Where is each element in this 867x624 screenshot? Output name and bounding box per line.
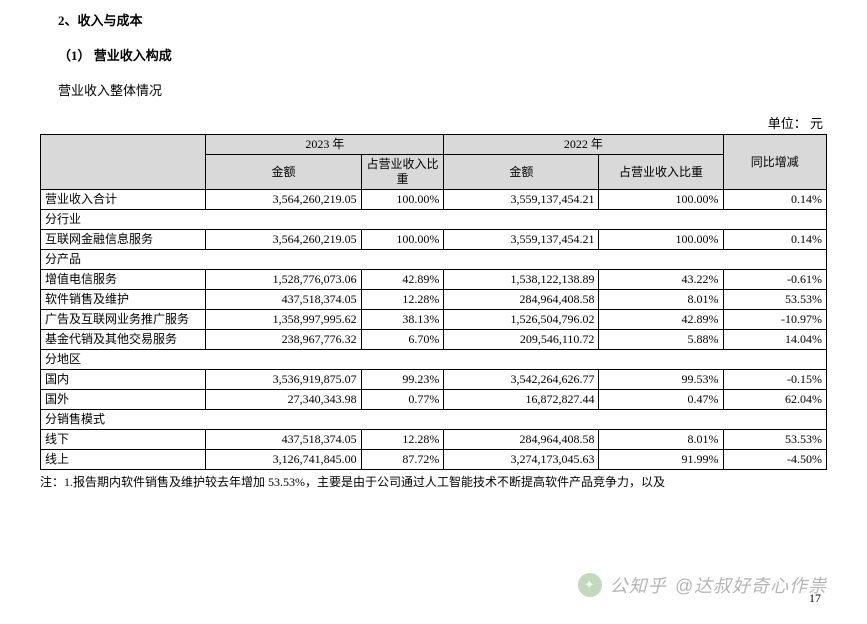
header-yoy: 同比增减 xyxy=(723,135,826,190)
amount-2022: 1,526,504,796.02 xyxy=(444,310,599,330)
header-year2: 2022 年 xyxy=(444,135,723,155)
subsection-heading: （1） 营业收入构成 xyxy=(58,45,827,64)
table-body: 营业收入合计3,564,260,219.05100.00%3,559,137,4… xyxy=(41,190,827,470)
table-row: 分地区 xyxy=(41,350,827,370)
pct-2022: 8.01% xyxy=(599,430,723,450)
row-label: 国内 xyxy=(41,370,206,390)
row-label: 国外 xyxy=(41,390,206,410)
watermark-account: @达叔好奇心作祟 xyxy=(675,572,827,598)
pct-2022: 99.53% xyxy=(599,370,723,390)
yoy: -10.97% xyxy=(723,310,826,330)
amount-2023: 437,518,374.05 xyxy=(206,290,361,310)
yoy: 53.53% xyxy=(723,290,826,310)
watermark-prefix: 公知乎 xyxy=(610,572,667,598)
table-row: 基金代销及其他交易服务238,967,776.326.70%209,546,11… xyxy=(41,330,827,350)
amount-2023: 3,536,919,875.07 xyxy=(206,370,361,390)
pct-2023: 12.28% xyxy=(361,430,444,450)
amount-2022: 3,559,137,454.21 xyxy=(444,190,599,210)
footnote-text: 注：1.报告期内软件销售及维护较去年增加 53.53%，主要是由于公司通过人工智… xyxy=(40,474,827,491)
table-row: 广告及互联网业务推广服务1,358,997,995.6238.13%1,526,… xyxy=(41,310,827,330)
pct-2023: 99.23% xyxy=(361,370,444,390)
wechat-icon: ✦ xyxy=(578,573,602,597)
pct-2023: 100.00% xyxy=(361,190,444,210)
yoy: 62.04% xyxy=(723,390,826,410)
header-amount2: 金额 xyxy=(444,155,599,190)
row-label: 营业收入合计 xyxy=(41,190,206,210)
unit-label: 单位： 元 xyxy=(40,113,827,132)
yoy: 53.53% xyxy=(723,430,826,450)
header-year1: 2023 年 xyxy=(206,135,444,155)
amount-2022: 209,546,110.72 xyxy=(444,330,599,350)
pct-2022: 100.00% xyxy=(599,190,723,210)
pct-2023: 87.72% xyxy=(361,450,444,470)
row-label: 基金代销及其他交易服务 xyxy=(41,330,206,350)
amount-2023: 3,564,260,219.05 xyxy=(206,190,361,210)
pct-2022: 0.47% xyxy=(599,390,723,410)
row-label: 线下 xyxy=(41,430,206,450)
table-row: 国外27,340,343.980.77%16,872,827.440.47%62… xyxy=(41,390,827,410)
yoy: -4.50% xyxy=(723,450,826,470)
amount-2022: 3,274,173,045.63 xyxy=(444,450,599,470)
amount-2023: 3,126,741,845.00 xyxy=(206,450,361,470)
section-row-label: 分销售模式 xyxy=(41,410,827,430)
pct-2022: 91.99% xyxy=(599,450,723,470)
table-row: 国内3,536,919,875.0799.23%3,542,264,626.77… xyxy=(41,370,827,390)
pct-2022: 100.00% xyxy=(599,230,723,250)
amount-2022: 1,538,122,138.89 xyxy=(444,270,599,290)
description-text: 营业收入整体情况 xyxy=(58,80,827,99)
pct-2022: 43.22% xyxy=(599,270,723,290)
row-label: 线上 xyxy=(41,450,206,470)
amount-2023: 3,564,260,219.05 xyxy=(206,230,361,250)
yoy: 14.04% xyxy=(723,330,826,350)
pct-2023: 42.89% xyxy=(361,270,444,290)
pct-2023: 6.70% xyxy=(361,330,444,350)
yoy: 0.14% xyxy=(723,190,826,210)
table-row: 线下437,518,374.0512.28%284,964,408.588.01… xyxy=(41,430,827,450)
amount-2022: 3,542,264,626.77 xyxy=(444,370,599,390)
section-row-label: 分产品 xyxy=(41,250,827,270)
table-row: 分产品 xyxy=(41,250,827,270)
pct-2023: 12.28% xyxy=(361,290,444,310)
revenue-table: 2023 年 2022 年 同比增减 金额 占营业收入比重 金额 占营业收入比重… xyxy=(40,134,827,470)
pct-2023: 100.00% xyxy=(361,230,444,250)
header-blank xyxy=(41,135,206,190)
yoy: 0.14% xyxy=(723,230,826,250)
amount-2023: 1,358,997,995.62 xyxy=(206,310,361,330)
yoy: -0.15% xyxy=(723,370,826,390)
amount-2022: 284,964,408.58 xyxy=(444,290,599,310)
row-label: 软件销售及维护 xyxy=(41,290,206,310)
amount-2023: 27,340,343.98 xyxy=(206,390,361,410)
row-label: 互联网金融信息服务 xyxy=(41,230,206,250)
amount-2022: 284,964,408.58 xyxy=(444,430,599,450)
header-amount1: 金额 xyxy=(206,155,361,190)
table-row: 线上3,126,741,845.0087.72%3,274,173,045.63… xyxy=(41,450,827,470)
watermark: ✦ 公知乎 @达叔好奇心作祟 xyxy=(578,572,827,598)
table-row: 分行业 xyxy=(41,210,827,230)
table-row: 互联网金融信息服务3,564,260,219.05100.00%3,559,13… xyxy=(41,230,827,250)
table-row: 营业收入合计3,564,260,219.05100.00%3,559,137,4… xyxy=(41,190,827,210)
amount-2022: 16,872,827.44 xyxy=(444,390,599,410)
section-row-label: 分行业 xyxy=(41,210,827,230)
pct-2023: 38.13% xyxy=(361,310,444,330)
amount-2023: 238,967,776.32 xyxy=(206,330,361,350)
pct-2022: 5.88% xyxy=(599,330,723,350)
pct-2023: 0.77% xyxy=(361,390,444,410)
table-row: 软件销售及维护437,518,374.0512.28%284,964,408.5… xyxy=(41,290,827,310)
header-pct1: 占营业收入比重 xyxy=(361,155,444,190)
table-row: 增值电信服务1,528,776,073.0642.89%1,538,122,13… xyxy=(41,270,827,290)
amount-2022: 3,559,137,454.21 xyxy=(444,230,599,250)
yoy: -0.61% xyxy=(723,270,826,290)
pct-2022: 42.89% xyxy=(599,310,723,330)
section-heading: 2、收入与成本 xyxy=(58,10,827,29)
row-label: 增值电信服务 xyxy=(41,270,206,290)
pct-2022: 8.01% xyxy=(599,290,723,310)
table-row: 分销售模式 xyxy=(41,410,827,430)
page-number: 17 xyxy=(809,591,821,606)
header-pct2: 占营业收入比重 xyxy=(599,155,723,190)
page-container: 2、收入与成本 （1） 营业收入构成 营业收入整体情况 单位： 元 2023 年… xyxy=(0,0,867,491)
amount-2023: 1,528,776,073.06 xyxy=(206,270,361,290)
amount-2023: 437,518,374.05 xyxy=(206,430,361,450)
row-label: 广告及互联网业务推广服务 xyxy=(41,310,206,330)
section-row-label: 分地区 xyxy=(41,350,827,370)
